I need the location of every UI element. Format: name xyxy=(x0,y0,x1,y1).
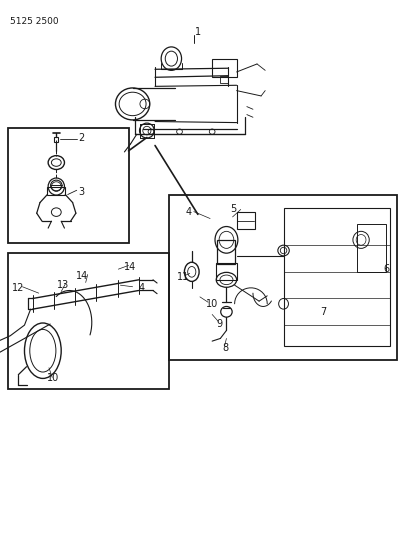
Text: 4: 4 xyxy=(139,283,145,293)
Bar xyxy=(8,128,129,243)
Text: 11: 11 xyxy=(177,272,189,282)
Text: 9: 9 xyxy=(216,319,222,328)
Text: 6: 6 xyxy=(384,264,390,274)
Text: 8: 8 xyxy=(222,343,228,353)
Text: 2: 2 xyxy=(79,133,85,142)
Text: 4: 4 xyxy=(186,207,192,216)
Bar xyxy=(216,263,237,280)
Text: 5125 2500: 5125 2500 xyxy=(10,17,59,26)
Bar xyxy=(217,240,235,264)
Text: 10: 10 xyxy=(47,374,59,383)
Text: 10: 10 xyxy=(206,299,218,309)
Bar xyxy=(237,212,255,229)
Text: 14: 14 xyxy=(75,271,88,280)
Text: 1: 1 xyxy=(195,27,201,37)
Bar xyxy=(357,224,386,272)
Bar xyxy=(47,187,65,195)
Bar xyxy=(220,76,228,83)
Text: 7: 7 xyxy=(320,307,326,317)
Text: 5: 5 xyxy=(231,205,237,214)
Text: 14: 14 xyxy=(124,262,137,271)
Text: 12: 12 xyxy=(12,283,24,293)
Bar xyxy=(212,59,237,77)
Text: 13: 13 xyxy=(57,280,69,290)
Bar xyxy=(8,253,169,389)
Bar xyxy=(284,208,390,346)
Text: 3: 3 xyxy=(79,187,85,197)
Bar xyxy=(54,137,58,142)
Bar xyxy=(169,195,397,360)
